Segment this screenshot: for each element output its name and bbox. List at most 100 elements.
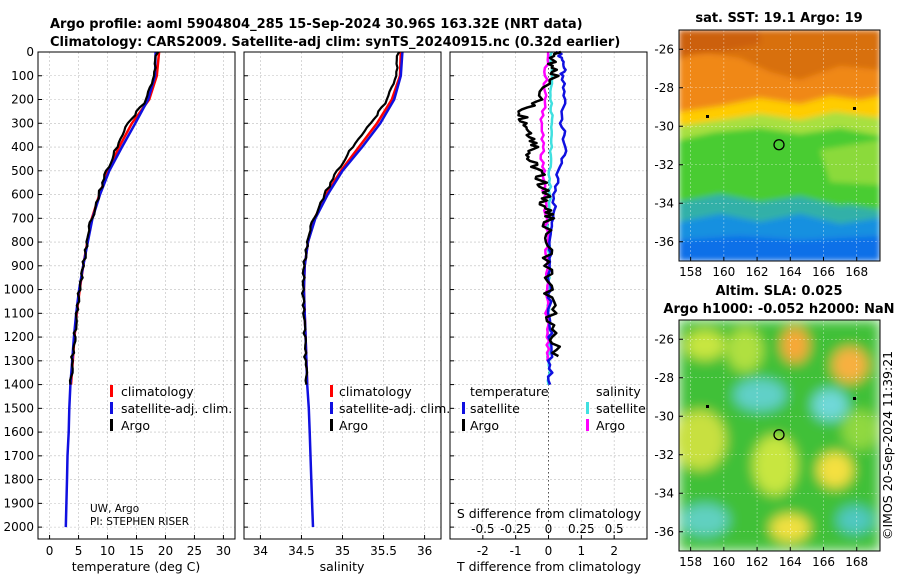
map-lat-tick-label: -30: [654, 409, 674, 423]
imos-watermark: ©IMOS 20-Sep-2024 11:39:21: [880, 351, 895, 540]
sla-land-speck: [853, 397, 856, 400]
x2-tick-label: 0: [545, 522, 553, 536]
legend-climatology-label: climatology: [121, 384, 194, 399]
figure-title-line1: Argo profile: aoml 5904804_285 15-Sep-20…: [50, 17, 583, 32]
sst-land-speck: [706, 115, 709, 118]
map-lat-tick-label: -26: [654, 42, 674, 56]
legend-t-argo-swatch: [462, 419, 465, 431]
legend-salinity-header: salinity: [596, 384, 641, 399]
legend-satellite-swatch: [330, 402, 333, 414]
depth-tick-label: 300: [11, 116, 34, 130]
depth-tick-label: 800: [11, 235, 34, 249]
x-tick-label: 34.5: [288, 544, 315, 558]
sla-land-speck: [706, 405, 709, 408]
sla-map-title-line2: Argo h1000: -0.052 h2000: NaN: [663, 302, 894, 317]
legend-argo-swatch: [330, 419, 333, 431]
series-line-t-satellite: [546, 50, 568, 386]
legend-satellite-swatch: [110, 402, 113, 414]
legend-temperature-header: temperature: [470, 384, 549, 399]
sst-map-panel: sat. SST: 19.1 Argo: 19 158 160 162 164 166 1…: [654, 11, 881, 279]
depth-tick-label: 1700: [3, 449, 34, 463]
map-lat-tick-label: -34: [654, 486, 674, 500]
figure-title-line2: Climatology: CARS2009. Satellite-adj cli…: [50, 35, 620, 50]
map-lon-tick-label: 158: [679, 265, 702, 279]
salinity-plot-frame: [243, 51, 442, 540]
depth-tick-label: 1600: [3, 425, 34, 439]
map-lon-tick-label: 160: [712, 265, 735, 279]
depth-tick-label: 900: [11, 259, 34, 273]
depth-tick-label: 1300: [3, 354, 34, 368]
legend-t-satellite-label: satellite: [470, 401, 520, 416]
depth-tick-label: 1500: [3, 401, 34, 415]
x-tick-label: 34: [253, 544, 268, 558]
map-lat-tick-label: -34: [654, 196, 674, 210]
map-lat-tick-label: -32: [654, 158, 674, 172]
map-lon-tick-label: 166: [812, 555, 835, 569]
sla-map-frame: [678, 319, 881, 552]
map-lat-tick-label: -26: [654, 332, 674, 346]
legend-argo-swatch: [110, 419, 113, 431]
x-tick-label: 30: [216, 544, 231, 558]
sla-map-panel: Altim. SLA: 0.025 Argo h1000: -0.052 h20…: [654, 284, 894, 569]
series-line-argo: [68, 51, 160, 385]
depth-tick-label: 400: [11, 140, 34, 154]
legend-satellite-label: satellite-adj. clim.: [121, 401, 232, 416]
credit-line2: PI: STEPHEN RISER: [90, 516, 189, 528]
depth-tick-label: 2000: [3, 520, 34, 534]
sst-map-frame: [678, 29, 881, 262]
map-lat-tick-label: -36: [654, 525, 674, 539]
legend-t-satellite-swatch: [462, 402, 465, 414]
x-tick-label: 20: [158, 544, 173, 558]
credit-line1: UW, Argo: [90, 503, 139, 515]
x-tick-label: -2: [477, 544, 489, 558]
temperature-profile-panel: 0100200300400500600700800900100011001200…: [3, 45, 236, 574]
sst-land-speck: [853, 107, 856, 110]
map-lon-tick-label: 164: [779, 265, 802, 279]
x-tick-label: 35: [335, 544, 350, 558]
depth-tick-label: 1800: [3, 473, 34, 487]
x-tick-label: 25: [187, 544, 202, 558]
difference-x2label: S difference from climatology: [457, 506, 642, 521]
sla-argo-location-marker: [773, 429, 785, 441]
map-lat-tick-label: -30: [654, 119, 674, 133]
temperature-legend: climatology satellite-adj. clim. Argo: [110, 384, 232, 433]
depth-tick-label: 700: [11, 211, 34, 225]
series-line-argo: [301, 51, 401, 385]
legend-satellite-label: satellite-adj. clim.: [339, 401, 450, 416]
depth-tick-label: 0: [26, 45, 34, 59]
x-tick-label: -1: [510, 544, 522, 558]
map-lat-tick-label: -36: [654, 235, 674, 249]
depth-tick-label: 500: [11, 164, 34, 178]
legend-climatology-swatch: [110, 385, 113, 397]
legend-s-argo-swatch: [586, 419, 589, 431]
sst-map-title: sat. SST: 19.1 Argo: 19: [695, 11, 862, 26]
map-lon-tick-label: 164: [779, 555, 802, 569]
x-tick-label: 15: [129, 544, 144, 558]
series-line-satellite-adj-clim-: [64, 51, 157, 528]
depth-tick-label: 1400: [3, 378, 34, 392]
x-tick-label: 36: [417, 544, 432, 558]
x2-tick-label: -0.5: [471, 522, 494, 536]
map-lon-tick-label: 168: [845, 265, 868, 279]
x-tick-label: 0: [46, 544, 54, 558]
legend-s-satellite-swatch: [586, 402, 589, 414]
map-lon-tick-label: 162: [746, 265, 769, 279]
temperature-plot-frame: [37, 51, 236, 540]
legend-s-satellite-label: satellite: [596, 401, 646, 416]
x-tick-label: 5: [75, 544, 83, 558]
legend-argo-label: Argo: [121, 418, 150, 433]
depth-tick-label: 1100: [3, 306, 34, 320]
map-lat-tick-label: -28: [654, 81, 674, 95]
x-tick-label: 2: [610, 544, 618, 558]
series-line-t-argo: [517, 50, 562, 358]
difference-plot-frame: [449, 51, 648, 540]
map-lon-tick-label: 162: [746, 555, 769, 569]
legend-t-argo-label: Argo: [470, 418, 499, 433]
depth-tick-label: 1200: [3, 330, 34, 344]
sla-map-title-line1: Altim. SLA: 0.025: [716, 284, 843, 299]
x2-tick-label: 0.25: [568, 522, 595, 536]
x-tick-label: 0: [545, 544, 553, 558]
difference-legend: temperature salinity satellite Argo sate…: [462, 384, 646, 433]
map-lon-tick-label: 168: [845, 555, 868, 569]
